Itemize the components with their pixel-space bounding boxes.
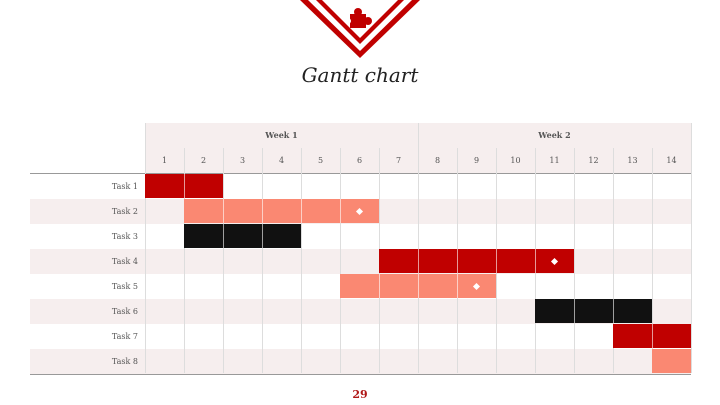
page-number: 29 bbox=[352, 388, 368, 401]
bar-cell-divider bbox=[574, 299, 575, 323]
day-number: 14 bbox=[666, 156, 677, 165]
task-bar bbox=[535, 299, 652, 323]
week-header: Week 2 bbox=[538, 130, 571, 140]
bar-cell-divider bbox=[457, 249, 458, 273]
bar-cell-divider bbox=[340, 199, 341, 223]
day-number: 3 bbox=[239, 156, 246, 165]
task-label: Task 4 bbox=[111, 257, 138, 266]
page-title: Gantt chart bbox=[301, 63, 419, 87]
task-row bbox=[30, 249, 691, 274]
bar-cell-divider bbox=[262, 199, 263, 223]
day-number: 12 bbox=[588, 156, 599, 165]
bar-cell-divider bbox=[262, 224, 263, 248]
bottom-rule bbox=[30, 374, 691, 375]
day-number: 1 bbox=[161, 156, 168, 165]
bar-cell-divider bbox=[613, 299, 614, 323]
task-bar bbox=[652, 349, 691, 373]
day-number: 4 bbox=[278, 156, 285, 165]
task-bar bbox=[184, 199, 379, 223]
task-bar bbox=[145, 174, 223, 198]
day-number: 6 bbox=[356, 156, 363, 165]
task-label: Task 2 bbox=[111, 207, 138, 216]
grid-line bbox=[574, 148, 575, 373]
day-number: 8 bbox=[434, 156, 441, 165]
task-label: Task 3 bbox=[111, 232, 138, 241]
bar-cell-divider bbox=[379, 274, 380, 298]
grid-line bbox=[652, 148, 653, 373]
bar-cell-divider bbox=[418, 249, 419, 273]
day-number: 9 bbox=[473, 156, 480, 165]
task-label: Task 8 bbox=[111, 357, 138, 366]
task-label: Task 5 bbox=[111, 282, 138, 291]
task-bar bbox=[184, 224, 301, 248]
bar-cell-divider bbox=[496, 249, 497, 273]
bar-cell-divider bbox=[457, 274, 458, 298]
grid-line bbox=[145, 123, 146, 373]
day-number: 5 bbox=[317, 156, 324, 165]
bar-cell-divider bbox=[652, 324, 653, 348]
bar-cell-divider bbox=[418, 274, 419, 298]
puzzle-piece-icon bbox=[345, 8, 372, 28]
grid-line bbox=[184, 148, 185, 373]
task-row bbox=[30, 349, 691, 374]
bar-cell-divider bbox=[184, 174, 185, 198]
grid-line bbox=[340, 148, 341, 373]
task-label: Task 1 bbox=[111, 182, 138, 191]
task-label: Task 6 bbox=[111, 307, 138, 316]
bar-cell-divider bbox=[535, 249, 536, 273]
grid-line bbox=[691, 123, 692, 373]
task-bar bbox=[340, 274, 496, 298]
puzzle-emblem bbox=[300, 0, 420, 58]
header-rule bbox=[30, 173, 691, 174]
bar-cell-divider bbox=[301, 199, 302, 223]
bar-cell-divider bbox=[223, 199, 224, 223]
bar-cell-divider bbox=[223, 224, 224, 248]
grid-line bbox=[223, 148, 224, 373]
day-number: 7 bbox=[395, 156, 402, 165]
day-number: 11 bbox=[549, 156, 560, 165]
week-header: Week 1 bbox=[265, 130, 298, 140]
day-number: 2 bbox=[200, 156, 207, 165]
grid-line bbox=[301, 148, 302, 373]
day-number: 13 bbox=[627, 156, 638, 165]
task-label: Task 7 bbox=[111, 332, 138, 341]
day-number: 10 bbox=[510, 156, 521, 165]
grid-line bbox=[262, 148, 263, 373]
task-bar bbox=[613, 324, 691, 348]
grid-line bbox=[418, 123, 419, 373]
grid-line bbox=[613, 148, 614, 373]
task-bar bbox=[379, 249, 574, 273]
